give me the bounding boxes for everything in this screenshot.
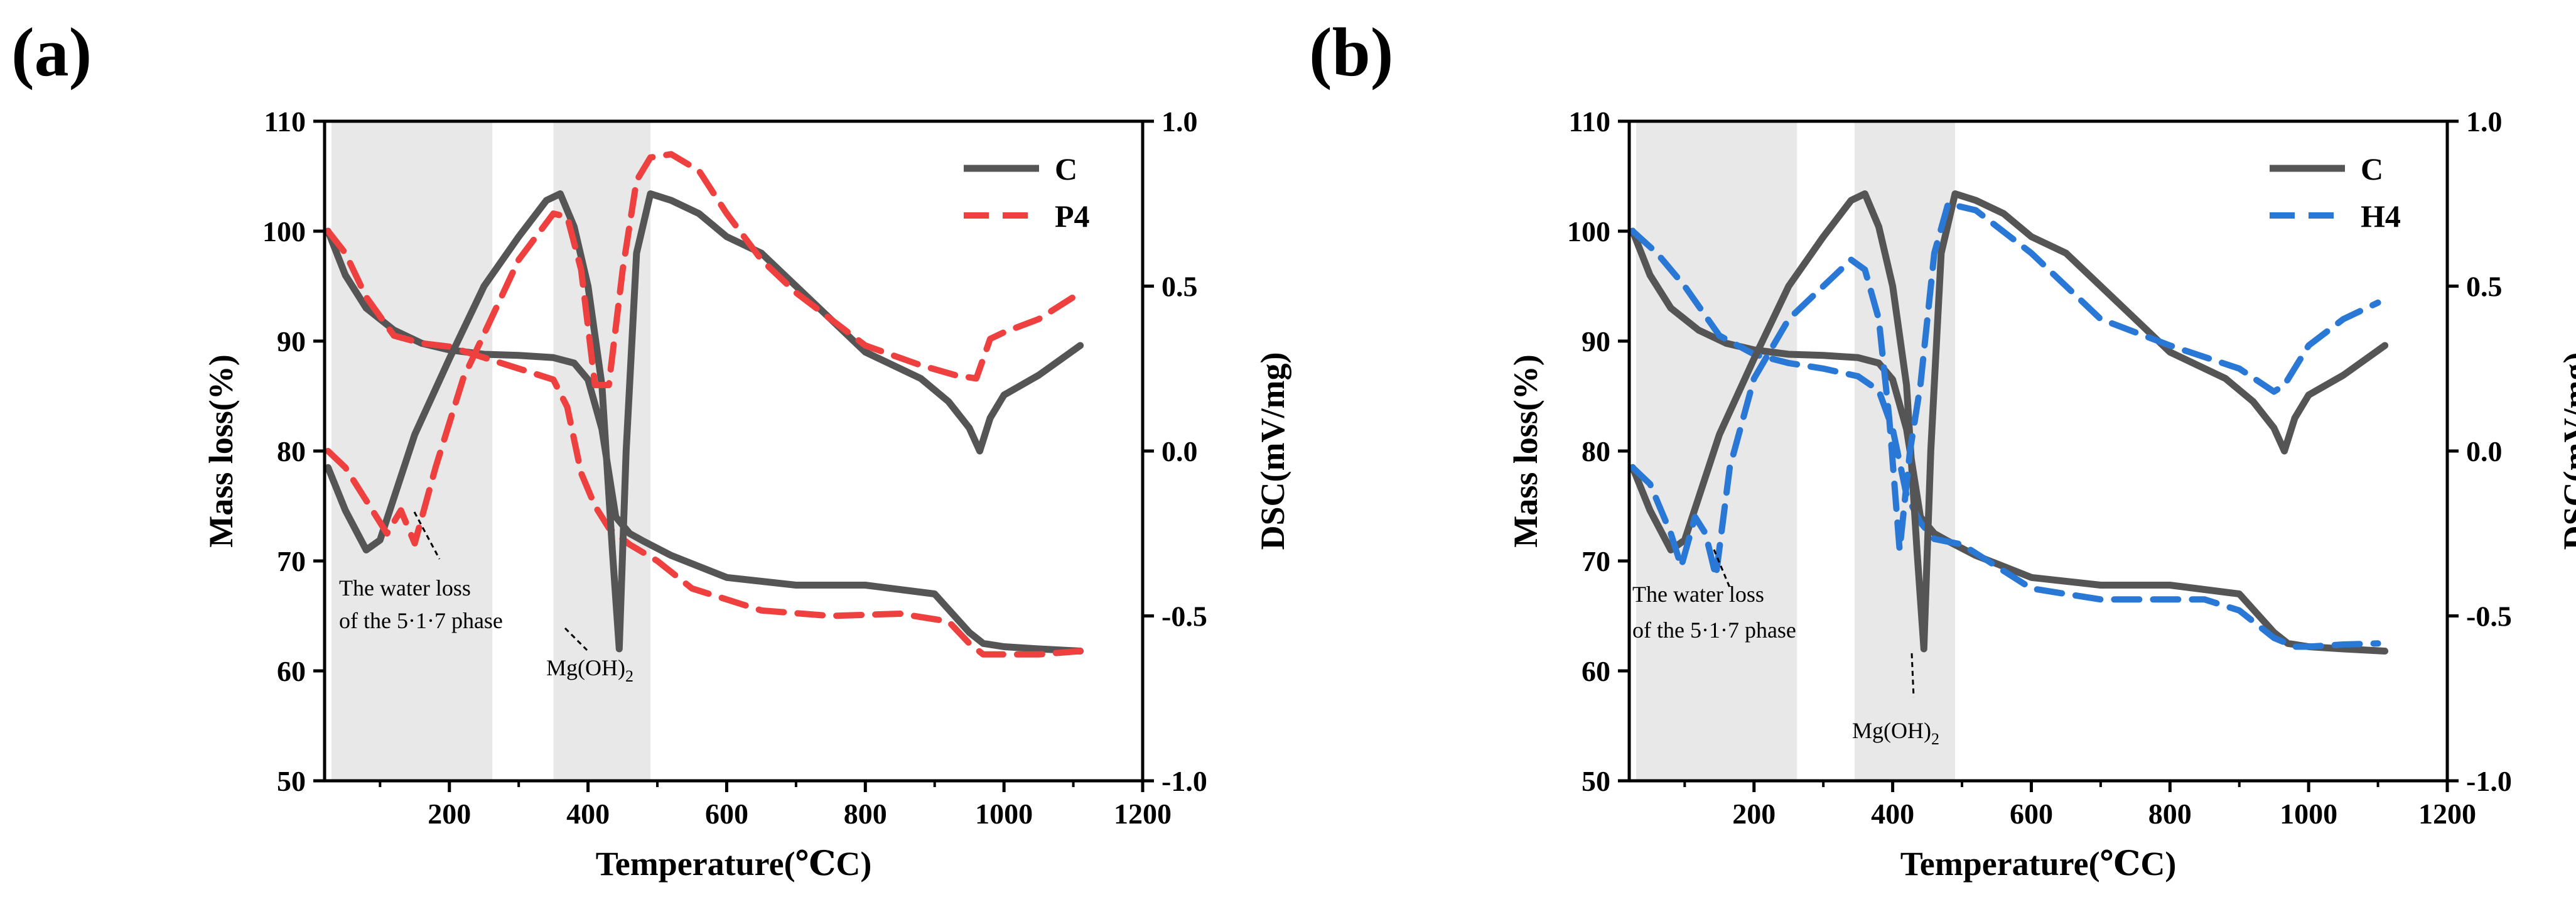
y-left-tick-label: 80 <box>277 435 306 467</box>
y-right-tick-label: 1.0 <box>1161 106 1198 138</box>
x-tick-label: 400 <box>566 798 610 830</box>
annotation-arrow-water-loss <box>413 511 441 560</box>
series-line-c-dsc <box>1629 190 2389 653</box>
y-left-tick-label: 60 <box>1582 655 1610 687</box>
y-left-tick-label: 70 <box>277 545 306 577</box>
annotation-water-loss-line2: of the 5·1·7 phase <box>339 608 503 633</box>
x-tick-label: 800 <box>2148 798 2192 830</box>
y-left-tick-label: 50 <box>277 765 306 797</box>
legend-label-c: C <box>2361 151 2383 187</box>
x-tick-label: 1200 <box>1114 798 1172 830</box>
x-tick-label: 400 <box>1871 798 1914 830</box>
x-axis-title: Temperature(℃C) <box>1900 845 2177 883</box>
panel-label: (a) <box>11 14 92 90</box>
y-right-tick-label: 0.0 <box>1161 435 1198 467</box>
x-tick-label: 1000 <box>975 798 1033 830</box>
y-left-tick-label: 100 <box>1567 215 1610 247</box>
x-tick-label: 200 <box>1732 798 1776 830</box>
y-right-tick-label: -1.0 <box>1161 765 1207 797</box>
y-right-tick-label: -1.0 <box>2466 765 2512 797</box>
y-right-tick-label: 0.5 <box>1161 271 1198 303</box>
y-left-tick-label: 100 <box>262 215 306 247</box>
series-line-c-dsc <box>325 190 1084 653</box>
y-left-tick-label: 110 <box>264 106 306 138</box>
y-left-axis-title: Mass loss(%) <box>1507 354 1544 548</box>
y-right-tick-label: -0.5 <box>1161 601 1207 633</box>
y-left-tick-label: 80 <box>1582 435 1610 467</box>
annotation-mgoh2-text: Mg(OH) <box>546 655 625 680</box>
y-right-tick-label: 1.0 <box>2466 106 2503 138</box>
panel-label: (b) <box>1309 14 1393 90</box>
y-left-tick-label: 90 <box>277 325 306 357</box>
shaded-region-1 <box>1854 121 1955 781</box>
y-left-tick-label: 50 <box>1582 765 1610 797</box>
y-right-tick-label: -0.5 <box>2466 601 2512 633</box>
chart-panel-b: 200 400 600 800 1000 1200 50 60 70 80 90 100 110 -1.0… <box>1309 14 2576 883</box>
y-left-tick-label: 90 <box>1582 325 1610 357</box>
y-left-axis-title: Mass loss(%) <box>202 354 240 548</box>
legend-label-h4: H4 <box>2361 198 2401 234</box>
series-line-h4 <box>1629 228 2381 650</box>
legend-label-c: C <box>1055 151 1077 187</box>
legend-label-p4: P4 <box>1055 198 1090 234</box>
y-left-tick-label: 110 <box>1569 106 1610 138</box>
x-tick-label: 1200 <box>2418 798 2476 830</box>
annotation-mgoh2: Mg(OH)2 <box>546 655 633 685</box>
y-right-axis-title: DSC(mV/mg) <box>1254 352 1291 550</box>
series-group <box>1629 190 2389 655</box>
annotation-arrow-mgoh2 <box>1910 653 1915 698</box>
y-right-axis-title: DSC(mV/mg) <box>2557 352 2576 550</box>
annotation-mgoh2-subscript: 2 <box>625 667 633 685</box>
annotation-water-loss-line1: The water loss <box>339 575 471 601</box>
annotation-mgoh2-text: Mg(OH) <box>1852 718 1931 743</box>
y-left-tick-label: 60 <box>277 655 306 687</box>
x-tick-label: 800 <box>844 798 887 830</box>
chart-panel-a: 200 400 600 800 1000 1200 50 60 70 80 90 100 110 -1.0… <box>11 14 1291 883</box>
x-tick-label: 600 <box>705 798 748 830</box>
annotation-mgoh2-subscript: 2 <box>1931 730 1939 748</box>
y-right-tick-label: 0.5 <box>2466 271 2503 303</box>
series-line-h4-dsc <box>1629 200 2381 580</box>
x-tick-label: 200 <box>428 798 471 830</box>
annotation-mgoh2: Mg(OH)2 <box>1852 718 1939 748</box>
y-left-tick-label: 70 <box>1582 545 1610 577</box>
annotation-water-loss-line2: of the 5·1·7 phase <box>1632 617 1796 643</box>
x-tick-label: 1000 <box>2280 798 2337 830</box>
x-tick-label: 600 <box>2010 798 2053 830</box>
y-right-tick-label: 0.0 <box>2466 435 2503 467</box>
series-group <box>325 151 1084 658</box>
series-line-p4-dsc <box>325 151 1084 547</box>
annotation-arrow-water-loss <box>1713 549 1731 588</box>
annotation-water-loss-line1: The water loss <box>1632 582 1764 607</box>
x-axis-title: Temperature(℃C) <box>596 845 872 883</box>
